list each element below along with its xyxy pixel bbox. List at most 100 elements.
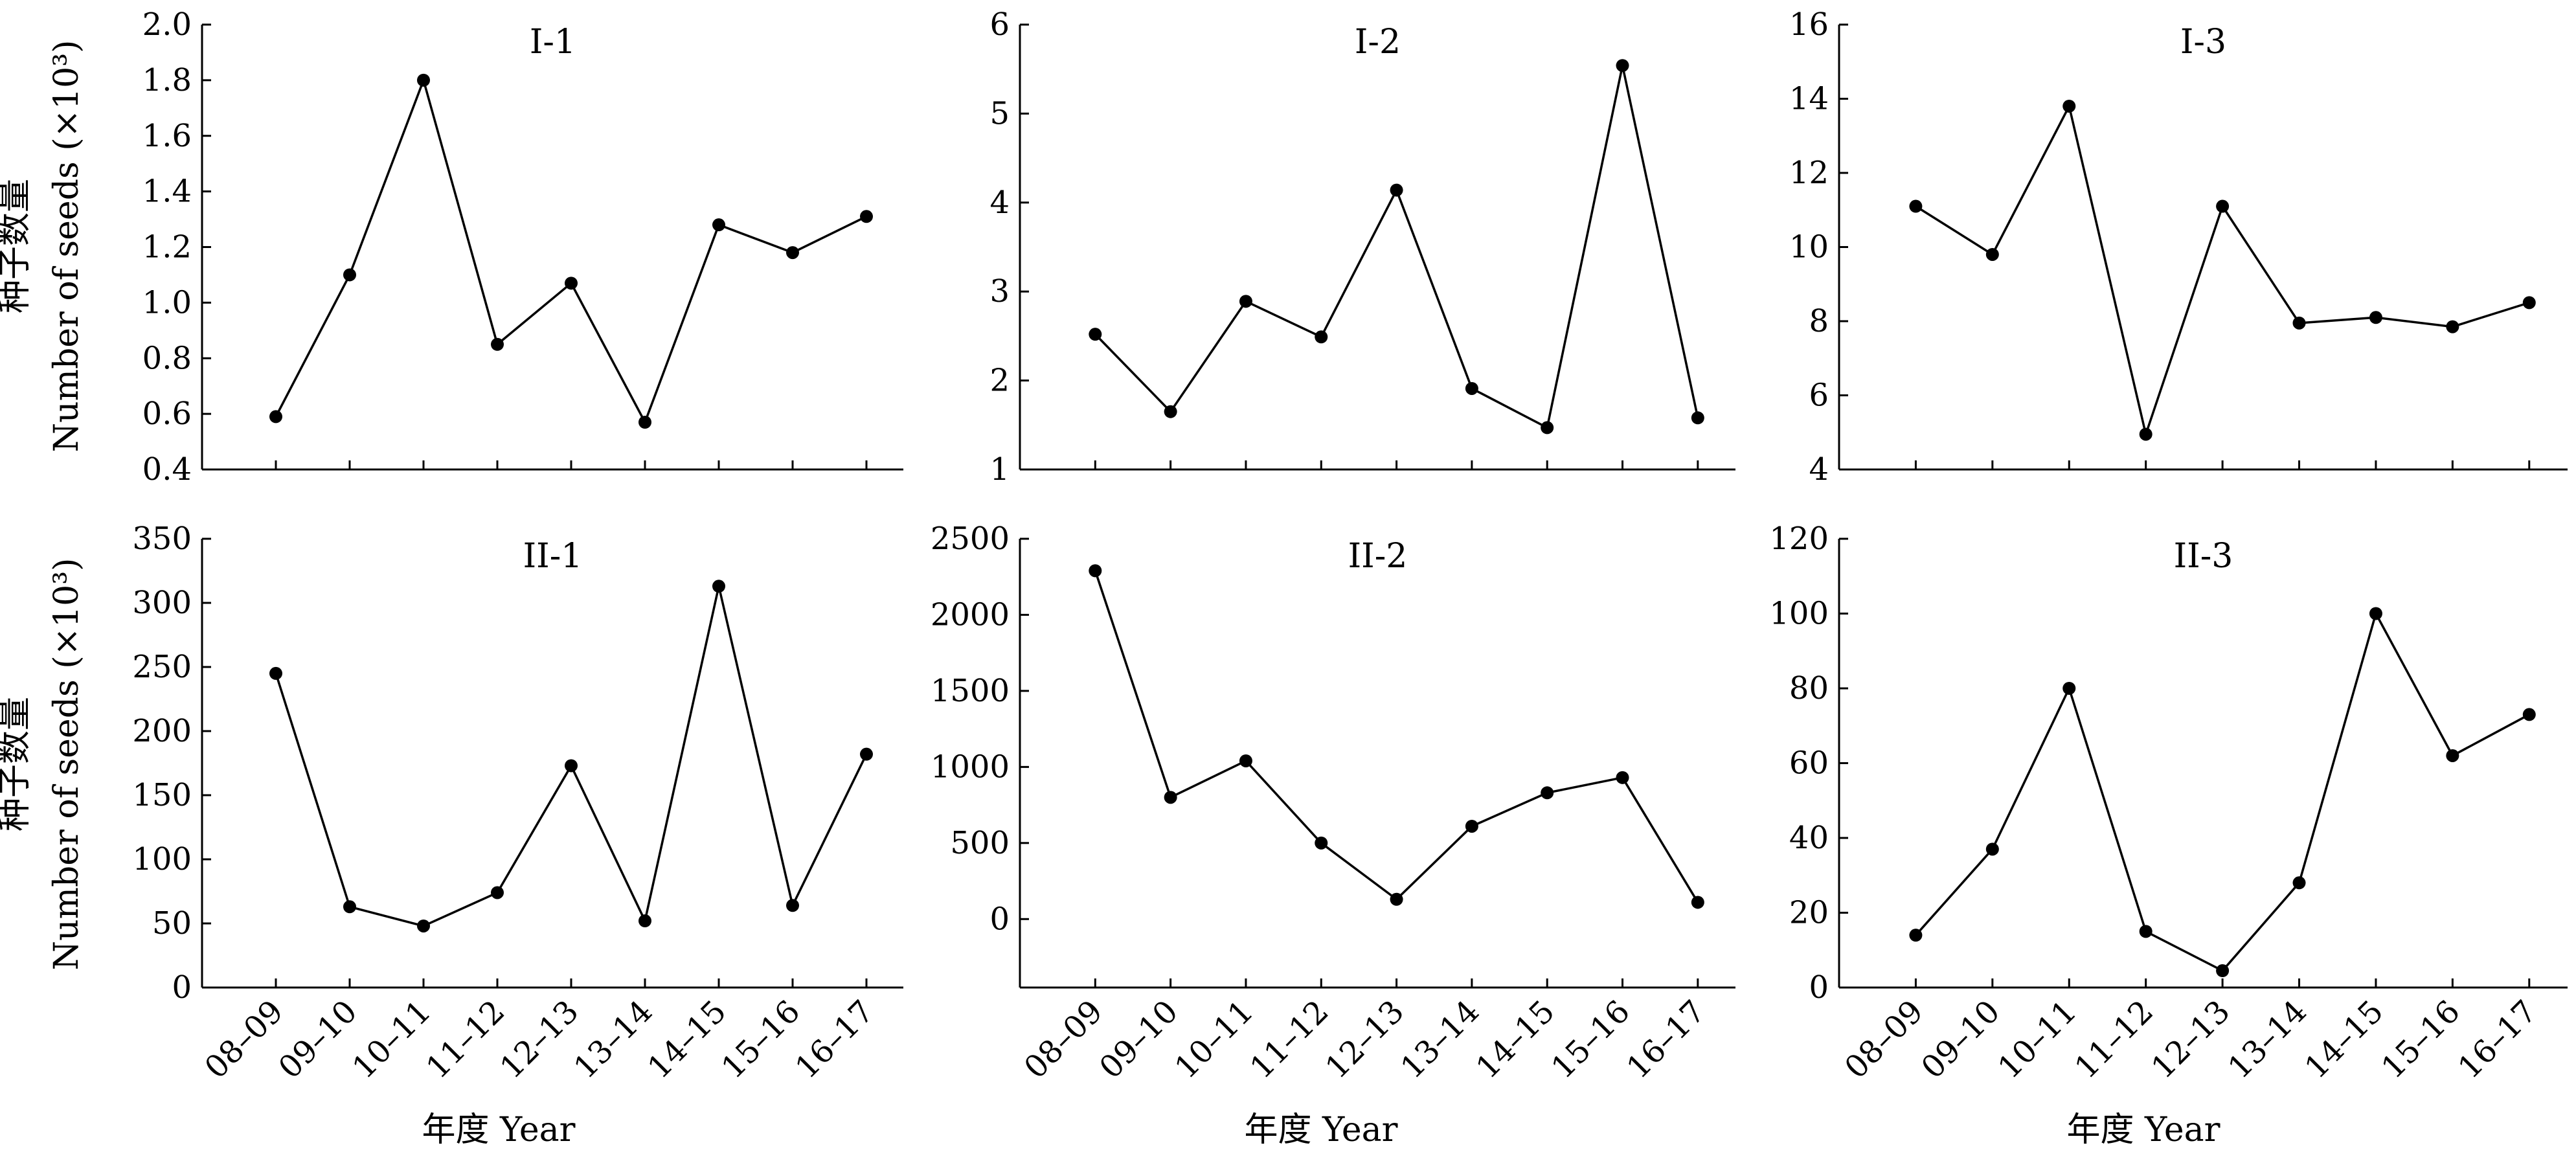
data-point bbox=[1239, 295, 1252, 308]
data-point bbox=[1465, 819, 1478, 833]
data-point bbox=[1616, 771, 1629, 784]
x-tick-label: 13–14 bbox=[2221, 993, 2314, 1086]
x-tick-label: 16–17 bbox=[1620, 993, 1712, 1086]
x-tick-label: 15–16 bbox=[1544, 993, 1637, 1086]
data-point bbox=[1691, 896, 1704, 909]
data-point bbox=[1164, 405, 1177, 418]
y-tick-label: 500 bbox=[950, 825, 1010, 861]
data-point bbox=[786, 246, 799, 260]
panel-title: II-3 bbox=[2174, 537, 2233, 576]
panel-title: II-1 bbox=[523, 537, 583, 576]
data-point bbox=[343, 268, 356, 282]
data-point bbox=[2216, 964, 2230, 978]
y-axis-title-bottom: 种子数量 Number of seeds (×10³) bbox=[0, 558, 86, 971]
panel-title: I-1 bbox=[530, 23, 576, 62]
x-axis-title-1: 年度 Year bbox=[422, 1111, 576, 1149]
data-point bbox=[2139, 427, 2152, 441]
data-point bbox=[860, 210, 873, 223]
x-tick-label: 09–10 bbox=[1092, 993, 1185, 1086]
series-line bbox=[275, 76, 867, 425]
y-tick-label: 5 bbox=[989, 95, 1010, 131]
data-point bbox=[2216, 199, 2230, 213]
y-tick-label: 10 bbox=[1789, 229, 1829, 265]
x-tick-label: 16–17 bbox=[2451, 993, 2544, 1086]
data-point bbox=[1909, 199, 1923, 213]
data-point bbox=[2446, 749, 2459, 762]
x-tick-label: 10–11 bbox=[1991, 993, 2084, 1086]
y-tick-label: 0.4 bbox=[142, 451, 192, 488]
y-tick-label: 0 bbox=[989, 901, 1010, 937]
y-tick-label: 1.4 bbox=[142, 174, 192, 210]
data-point bbox=[1239, 754, 1252, 767]
data-point bbox=[491, 886, 504, 899]
y-tick-label: 4 bbox=[989, 185, 1010, 221]
data-point bbox=[712, 218, 725, 232]
x-tick-label: 08–09 bbox=[1017, 993, 1110, 1086]
x-tick-label: 08–09 bbox=[198, 993, 291, 1086]
y-tick-label: 1.6 bbox=[142, 118, 192, 154]
data-point bbox=[1465, 381, 1478, 395]
data-point bbox=[2446, 320, 2459, 333]
x-tick-label: 11–12 bbox=[1243, 993, 1336, 1086]
y-tick-label: 150 bbox=[132, 777, 192, 813]
data-point bbox=[1315, 330, 1328, 344]
data-point bbox=[712, 580, 725, 593]
y-tick-label: 100 bbox=[132, 841, 192, 877]
data-point bbox=[638, 914, 651, 928]
data-point bbox=[2292, 316, 2306, 330]
x-tick-label: 12–13 bbox=[2145, 993, 2237, 1086]
data-point bbox=[2369, 607, 2382, 620]
data-point bbox=[1541, 421, 1554, 435]
y-tick-label: 0 bbox=[172, 969, 192, 1006]
x-tick-label: 15–16 bbox=[715, 993, 808, 1086]
y-tick-label: 0 bbox=[1809, 969, 1829, 1006]
y-tick-label: 300 bbox=[132, 585, 192, 621]
data-point bbox=[2292, 876, 2306, 890]
y-tick-label: 0.8 bbox=[142, 340, 192, 376]
y-tick-label: 1500 bbox=[931, 673, 1010, 709]
panel-title: II-2 bbox=[1348, 537, 1408, 576]
y-tick-label: 250 bbox=[132, 649, 192, 685]
data-point bbox=[343, 900, 356, 914]
y-axis-title-top: 种子数量 Number of seeds (×10³) bbox=[0, 40, 86, 453]
x-tick-label: 13–14 bbox=[567, 993, 660, 1086]
y-axis-title-cn: 种子数量 bbox=[0, 697, 34, 831]
data-point bbox=[1315, 836, 1328, 850]
y-tick-label: 350 bbox=[132, 521, 192, 557]
series-line bbox=[275, 585, 868, 927]
y-tick-label: 2000 bbox=[931, 596, 1010, 633]
y-tick-label: 1.8 bbox=[142, 62, 192, 98]
x-tick-label: 14–15 bbox=[2298, 993, 2390, 1086]
data-point bbox=[638, 416, 651, 429]
x-tick-label: 11–12 bbox=[420, 993, 512, 1086]
data-point bbox=[2369, 311, 2382, 324]
data-point bbox=[2522, 708, 2536, 721]
y-tick-label: 0.6 bbox=[142, 396, 192, 432]
series-line bbox=[1915, 102, 2530, 439]
y-tick-label: 2500 bbox=[931, 521, 1010, 557]
y-tick-label: 14 bbox=[1789, 81, 1829, 117]
data-point bbox=[860, 747, 873, 761]
x-tick-label: 15–16 bbox=[2375, 993, 2467, 1086]
panel-title: I-2 bbox=[1355, 23, 1401, 62]
y-tick-label: 1 bbox=[989, 451, 1010, 488]
data-point bbox=[2139, 925, 2152, 938]
x-tick-label: 10–11 bbox=[1168, 993, 1260, 1086]
data-point bbox=[2062, 99, 2076, 113]
data-point bbox=[1985, 842, 1999, 856]
x-axis-title-2: 年度 Year bbox=[1245, 1111, 1398, 1149]
y-tick-label: 6 bbox=[989, 6, 1010, 43]
y-tick-label: 8 bbox=[1809, 303, 1829, 339]
data-point bbox=[1691, 411, 1704, 425]
y-axis-title-cn: 种子数量 bbox=[0, 179, 34, 313]
y-tick-label: 200 bbox=[132, 713, 192, 749]
y-tick-label: 2.0 bbox=[142, 6, 192, 43]
data-point bbox=[491, 337, 504, 351]
data-point bbox=[1089, 328, 1102, 341]
data-point bbox=[1390, 892, 1403, 906]
y-tick-label: 3 bbox=[989, 273, 1010, 310]
x-tick-label: 08–09 bbox=[1838, 993, 1930, 1086]
x-axis-title-3: 年度 Year bbox=[2067, 1111, 2220, 1149]
data-point bbox=[1616, 59, 1629, 73]
